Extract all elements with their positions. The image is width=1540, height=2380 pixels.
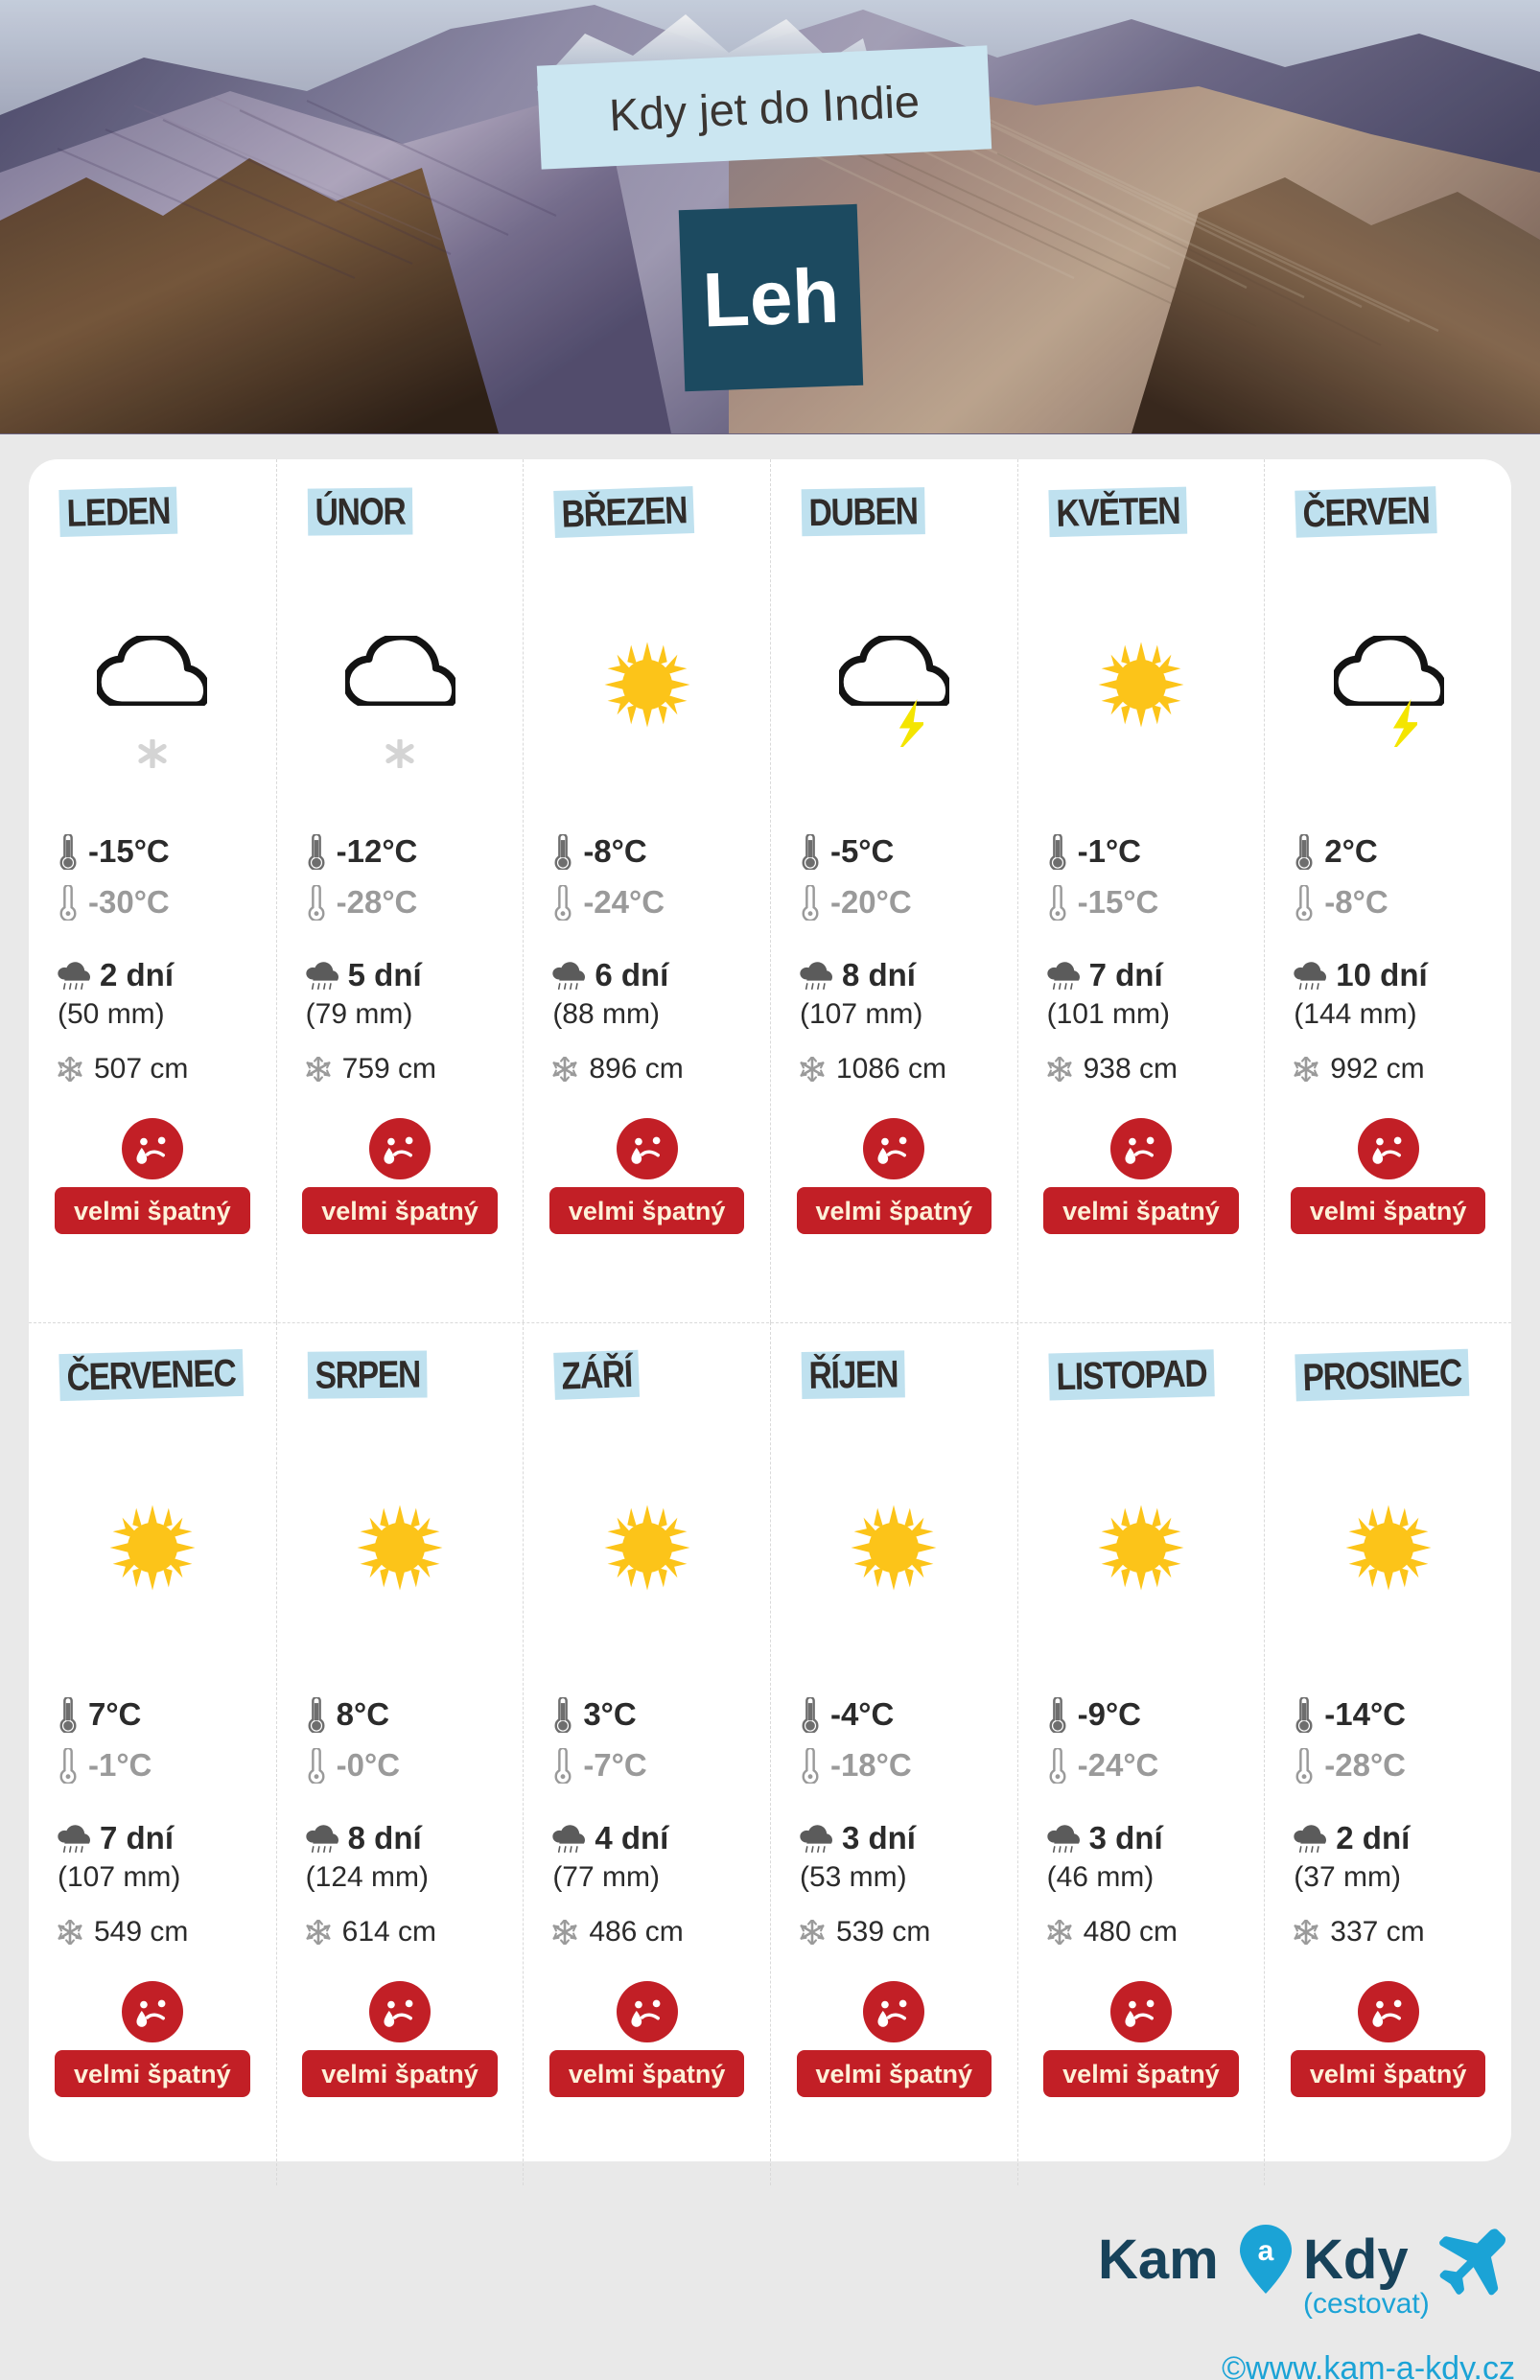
- svg-text:Kam: Kam: [1098, 2228, 1219, 2291]
- svg-text:Kdy: Kdy: [1303, 2228, 1409, 2291]
- svg-text:a: a: [1258, 2235, 1274, 2267]
- svg-text:(cestovat): (cestovat): [1303, 2288, 1430, 2320]
